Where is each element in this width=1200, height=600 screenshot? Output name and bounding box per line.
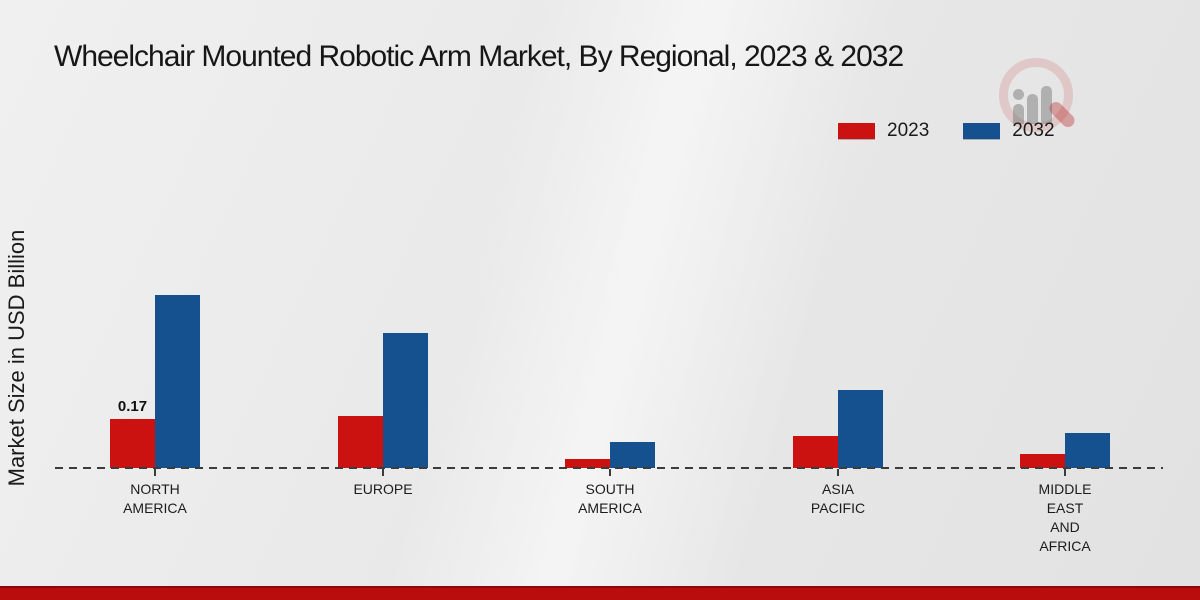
x-axis-category-label: MIDDLE EAST AND AFRICA xyxy=(1038,481,1092,554)
logo-dot xyxy=(1013,89,1024,100)
logo-bar xyxy=(1027,94,1038,124)
x-axis-category-label: ASIA PACIFIC xyxy=(810,481,866,516)
bar-value-label: 0.17 xyxy=(117,398,148,415)
x-axis-tick xyxy=(837,469,839,476)
y-axis-label: Market Size in USD Billion xyxy=(4,229,29,487)
bar-2023-asia-pacific xyxy=(793,436,838,468)
legend-swatch-icon xyxy=(838,123,875,139)
x-axis-category-label: EUROPE xyxy=(353,481,413,497)
x-axis-tick xyxy=(609,469,611,476)
logo-ring xyxy=(999,58,1073,132)
x-axis-tick xyxy=(1064,469,1066,476)
legend-label: 2032 xyxy=(1012,120,1055,141)
x-axis-category-label: NORTH AMERICA xyxy=(123,481,187,516)
bar-2023-europe xyxy=(338,416,383,468)
legend-item-2023: 2023 xyxy=(838,120,929,142)
logo-bar xyxy=(1041,86,1052,124)
legend: 2023 2032 xyxy=(838,120,1055,142)
bar-2023-north-america xyxy=(110,419,155,468)
market-research-future-logo-icon xyxy=(993,58,1083,138)
bar-2032-south-america xyxy=(610,442,655,468)
legend-label: 2023 xyxy=(887,120,930,141)
x-axis-tick xyxy=(382,469,384,476)
bar-2023-middle-east-and-africa xyxy=(1020,454,1065,468)
bar-2032-middle-east-and-africa xyxy=(1065,433,1110,468)
logo-bar xyxy=(1013,104,1024,124)
bar-2032-asia-pacific xyxy=(838,390,883,468)
legend-item-2032: 2032 xyxy=(963,120,1055,142)
bar-2032-europe xyxy=(383,333,428,468)
bar-2032-north-america xyxy=(155,295,200,468)
legend-swatch-icon xyxy=(963,123,1001,139)
x-axis-dashed-baseline xyxy=(55,467,1163,469)
chart-title: Wheelchair Mounted Robotic Arm Market, B… xyxy=(54,40,904,73)
footer-accent-strip xyxy=(0,586,1200,600)
bar-2023-south-america xyxy=(565,459,610,468)
x-axis-tick xyxy=(154,469,156,476)
x-axis-category-label: SOUTH AMERICA xyxy=(578,481,642,516)
